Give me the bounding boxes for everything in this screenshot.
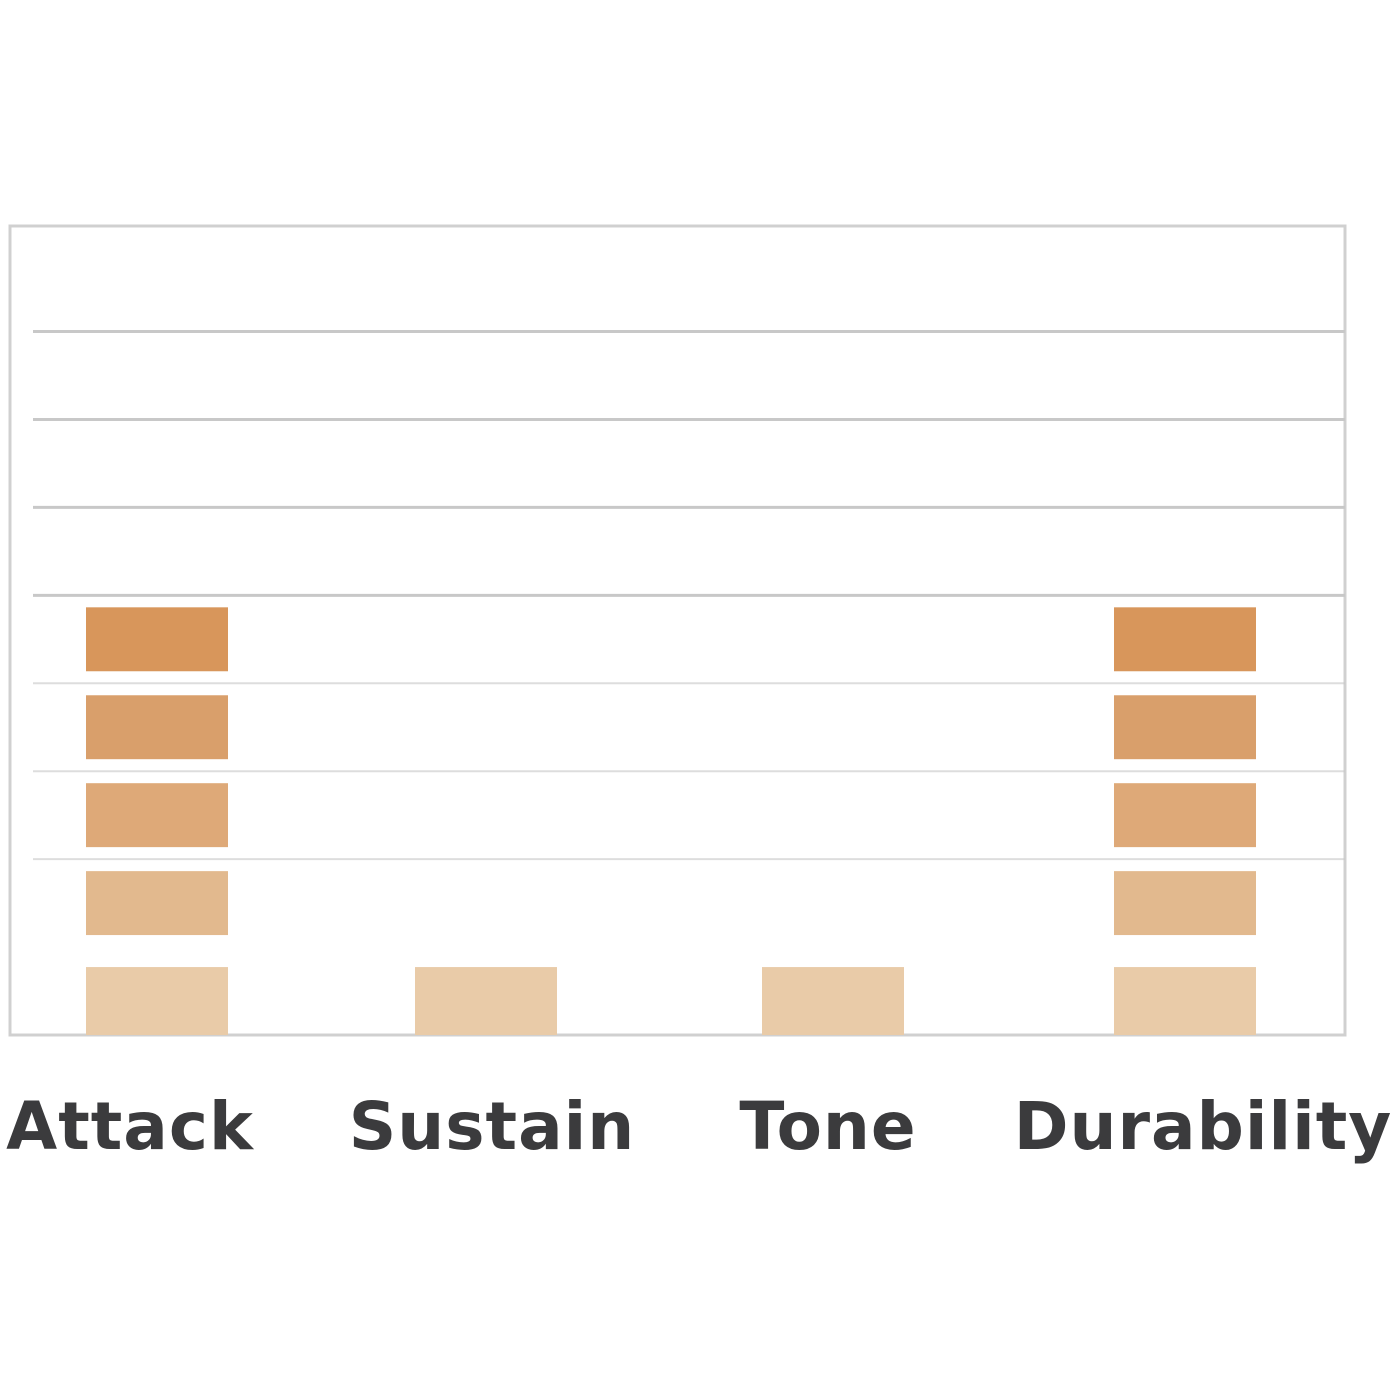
x-tick-label-tone: Tone <box>739 1088 917 1165</box>
bar-segment-attack-1 <box>86 967 228 1035</box>
bar-segment-durability-2 <box>1114 871 1256 936</box>
x-tick-label-sustain: Sustain <box>348 1088 636 1165</box>
x-tick-label-attack: Attack <box>6 1088 254 1165</box>
bar-segment-attack-4 <box>86 695 228 760</box>
bar-segment-durability-3 <box>1114 783 1256 848</box>
bar-segment-sustain-1 <box>415 967 557 1035</box>
bar-segment-attack-2 <box>86 871 228 936</box>
x-tick-label-durability: Durability <box>1013 1088 1393 1165</box>
bar-segment-tone-1 <box>762 967 904 1035</box>
bar-segment-attack-5 <box>86 607 228 672</box>
bar-segment-durability-4 <box>1114 695 1256 760</box>
bar-segment-durability-5 <box>1114 607 1256 672</box>
bar-segment-durability-1 <box>1114 967 1256 1035</box>
bar-segment-attack-3 <box>86 783 228 848</box>
